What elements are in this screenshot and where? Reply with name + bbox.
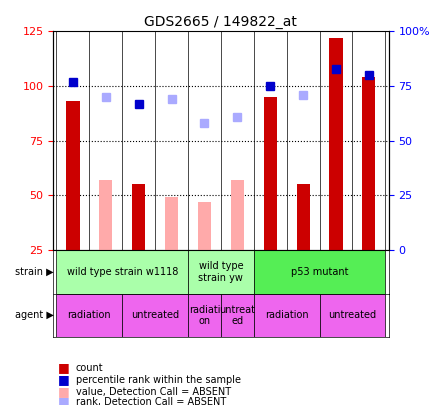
Text: wild type
strain yw: wild type strain yw — [198, 261, 243, 283]
Bar — [188, 250, 254, 294]
Text: strain ▶: strain ▶ — [15, 267, 54, 277]
Text: value, Detection Call = ABSENT: value, Detection Call = ABSENT — [76, 387, 231, 397]
Text: untreated: untreated — [131, 311, 179, 320]
Bar — [320, 294, 385, 337]
Text: ■: ■ — [58, 395, 69, 405]
Bar — [99, 180, 113, 250]
Bar — [66, 101, 80, 250]
Text: rank, Detection Call = ABSENT: rank, Detection Call = ABSENT — [76, 397, 226, 405]
Bar — [221, 294, 254, 337]
Text: ■: ■ — [58, 373, 69, 386]
Bar — [329, 38, 343, 250]
Text: ■: ■ — [58, 360, 69, 373]
Text: p53 mutant: p53 mutant — [291, 267, 348, 277]
Bar — [57, 250, 188, 294]
Title: GDS2665 / 149822_at: GDS2665 / 149822_at — [145, 15, 297, 29]
Bar — [296, 184, 310, 250]
Bar — [198, 202, 211, 250]
Text: radiation: radiation — [265, 311, 308, 320]
Text: radiati
on: radiati on — [189, 305, 220, 326]
Bar — [264, 97, 277, 250]
Text: count: count — [76, 362, 103, 373]
Text: untreated: untreated — [328, 311, 376, 320]
Bar — [362, 77, 376, 250]
Text: percentile rank within the sample: percentile rank within the sample — [76, 375, 241, 385]
Bar — [165, 198, 178, 250]
Bar — [231, 180, 244, 250]
Bar — [254, 250, 385, 294]
Text: wild type strain w1118: wild type strain w1118 — [67, 267, 178, 277]
Text: agent ▶: agent ▶ — [15, 311, 54, 320]
Bar — [57, 294, 122, 337]
Text: ■: ■ — [58, 385, 69, 398]
Text: radiation: radiation — [68, 311, 111, 320]
Text: untreat
ed: untreat ed — [219, 305, 255, 326]
Bar — [122, 294, 188, 337]
Bar — [132, 184, 145, 250]
Bar — [254, 294, 320, 337]
Bar — [188, 294, 221, 337]
